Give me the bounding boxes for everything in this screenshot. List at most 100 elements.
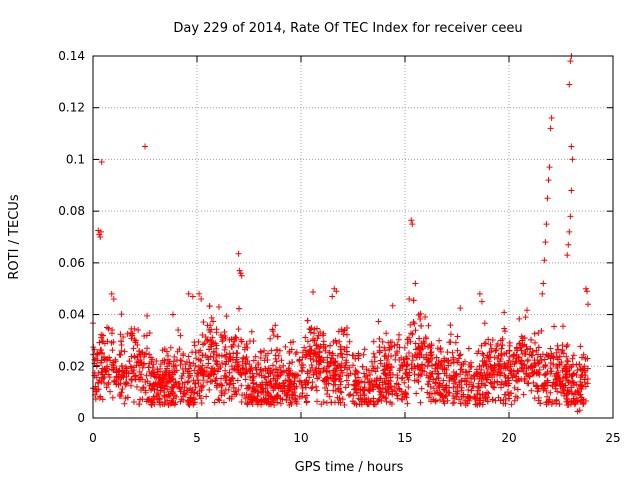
data-point-marker (175, 327, 182, 334)
data-point-marker (547, 389, 554, 396)
data-point-marker (283, 396, 290, 403)
data-point-marker (161, 371, 168, 378)
data-point-marker (169, 390, 176, 397)
data-point-marker (221, 346, 228, 353)
data-point-marker (299, 349, 306, 356)
data-point-marker (345, 381, 352, 388)
data-point-marker (126, 358, 133, 365)
data-point-marker (145, 364, 152, 371)
data-point-marker (505, 392, 512, 399)
data-point-marker (272, 322, 279, 329)
data-point-marker (279, 369, 286, 376)
data-point-marker (405, 376, 412, 383)
data-point-marker (542, 361, 549, 368)
data-point-marker (544, 393, 551, 400)
data-point-marker (146, 368, 153, 375)
data-point-marker (161, 393, 168, 400)
data-point-marker (205, 360, 212, 367)
data-point-marker (105, 381, 112, 388)
data-point-marker (457, 400, 464, 407)
data-point-marker (181, 390, 188, 397)
data-point-marker (165, 352, 172, 359)
data-point-marker (124, 394, 131, 401)
data-point-marker (342, 384, 349, 391)
data-point-marker (290, 338, 297, 345)
data-point-marker (525, 372, 532, 379)
data-point-marker (515, 353, 522, 360)
data-point-marker (531, 360, 538, 367)
data-point-marker (136, 401, 143, 408)
y-tick-label: 0.12 (58, 101, 85, 115)
data-point-marker (383, 389, 390, 396)
data-point-marker (117, 331, 124, 338)
data-point-marker (394, 372, 401, 379)
data-point-marker (563, 361, 570, 368)
data-point-marker (179, 373, 186, 380)
data-point-marker (280, 380, 287, 387)
data-point-marker (108, 290, 115, 297)
data-point-marker (409, 221, 416, 228)
data-point-marker (428, 341, 435, 348)
data-point-marker (242, 360, 249, 367)
data-point-marker (299, 384, 306, 391)
data-point-marker (427, 383, 434, 390)
data-point-marker (404, 400, 411, 407)
data-point-marker (474, 371, 481, 378)
data-point-marker (493, 346, 500, 353)
data-point-marker (353, 368, 360, 375)
data-point-marker (262, 374, 269, 381)
data-point-marker (446, 389, 453, 396)
data-point-marker (192, 349, 199, 356)
data-point-marker (336, 395, 343, 402)
data-point-marker (248, 398, 255, 405)
data-point-marker (104, 338, 111, 345)
data-point-marker (115, 381, 122, 388)
data-point-marker (113, 369, 120, 376)
data-point-marker (278, 357, 285, 364)
data-point-marker (386, 361, 393, 368)
data-point-marker (122, 381, 129, 388)
data-point-marker (238, 371, 245, 378)
data-point-marker (524, 307, 531, 314)
data-point-marker (234, 377, 241, 384)
data-point-marker (128, 377, 135, 384)
data-point-marker (491, 364, 498, 371)
data-point-marker (107, 388, 114, 395)
data-point-marker (125, 370, 132, 377)
data-point-marker (438, 392, 445, 399)
data-point-marker (310, 356, 317, 363)
data-point-marker (454, 390, 461, 397)
data-point-marker (313, 358, 320, 365)
data-point-marker (331, 372, 338, 379)
x-tick-label: 20 (501, 431, 516, 445)
data-point-marker (564, 252, 571, 259)
data-point-marker (238, 338, 245, 345)
data-point-marker (462, 358, 469, 365)
data-point-marker (315, 374, 322, 381)
data-point-marker (248, 390, 255, 397)
y-tick-label: 0.1 (66, 152, 85, 166)
data-point-marker (324, 375, 331, 382)
data-point-marker (145, 396, 152, 403)
x-axis-label: GPS time / hours (295, 460, 404, 475)
data-point-marker (250, 357, 257, 364)
data-point-marker (446, 339, 453, 346)
data-point-marker (264, 399, 271, 406)
data-point-marker (262, 365, 269, 372)
data-point-marker (584, 355, 591, 362)
data-point-marker (424, 344, 431, 351)
data-points (90, 53, 592, 415)
data-point-marker (585, 301, 592, 308)
data-point-marker (273, 346, 280, 353)
data-point-marker (458, 361, 465, 368)
data-point-marker (578, 383, 585, 390)
data-point-marker (444, 397, 451, 404)
data-point-marker (222, 367, 229, 374)
data-point-marker (159, 357, 166, 364)
data-point-marker (194, 390, 201, 397)
data-point-marker (320, 366, 327, 373)
data-point-marker (303, 392, 310, 399)
data-point-marker (457, 366, 464, 373)
data-point-marker (309, 379, 316, 386)
data-point-marker (334, 362, 341, 369)
